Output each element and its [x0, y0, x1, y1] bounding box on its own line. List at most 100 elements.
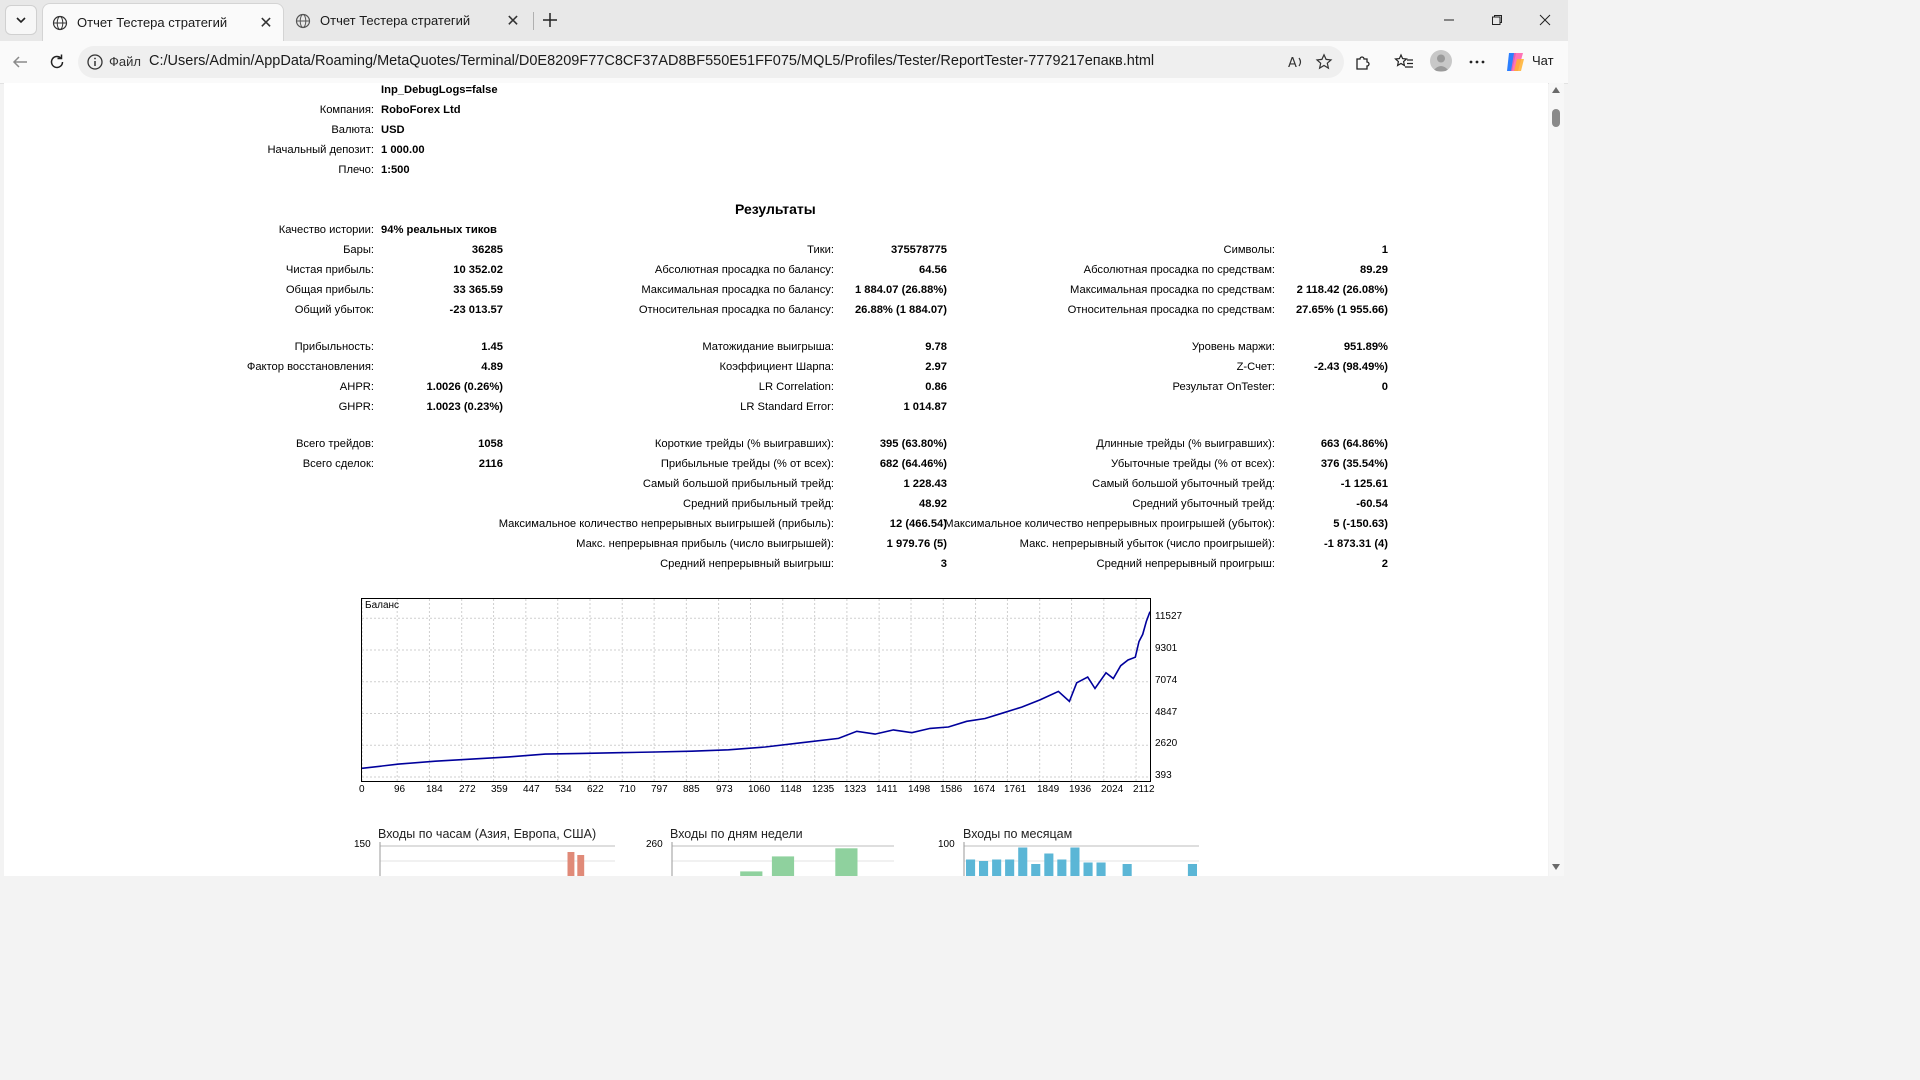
col3-value: -60.54 — [1356, 498, 1388, 510]
entry-bar — [577, 855, 585, 876]
balance-xtick-label: 96 — [394, 784, 406, 795]
weekdays-chart-ytick: 260 — [646, 839, 663, 850]
entry-bar — [979, 861, 989, 876]
favorites-icon — [1394, 53, 1413, 68]
copilot-chat-label[interactable]: Чат — [1532, 53, 1554, 68]
setting-value: RoboForex Ltd — [381, 104, 461, 116]
col3-label: Результат OnTester: — [1172, 381, 1275, 393]
col2-value: 1 014.87 — [903, 401, 947, 413]
close-icon[interactable]: ✕ — [506, 12, 520, 30]
balance-xtick-label: 1235 — [812, 784, 835, 795]
col3-value: 0 — [1381, 381, 1388, 393]
vertical-scrollbar[interactable] — [1549, 83, 1564, 876]
window-close-button[interactable] — [1530, 8, 1560, 32]
col1-value: -23 013.57 — [449, 304, 504, 316]
back-button[interactable] — [8, 50, 32, 74]
col2-value: 395 (63.80%) — [879, 438, 947, 450]
refresh-button[interactable] — [45, 50, 69, 74]
balance-xtick-label: 1060 — [748, 784, 771, 795]
minimize-button[interactable] — [1434, 8, 1464, 32]
col2-value: 12 (466.54) — [889, 518, 947, 530]
more-icon — [1469, 60, 1485, 64]
favorite-star-icon[interactable] — [1315, 53, 1333, 71]
col2-label: Максимальная просадка по балансу: — [641, 284, 834, 296]
col3-value: 663 (64.86%) — [1320, 438, 1388, 450]
balance-chart-plot — [362, 599, 1150, 781]
history-quality-value: 94% реальных тиков — [381, 224, 497, 236]
entry-bar — [567, 852, 575, 876]
extensions-button[interactable] — [1351, 50, 1375, 74]
col1-value: 36285 — [471, 244, 503, 256]
col3-label: Убыточные трейды (% от всех): — [1111, 458, 1275, 470]
close-icon[interactable]: ✕ — [259, 14, 273, 32]
globe-icon — [52, 15, 68, 30]
tab-separator — [533, 12, 534, 30]
col1-label: Общая прибыль: — [285, 284, 374, 296]
scroll-up-icon[interactable] — [1552, 87, 1560, 93]
col1-label: Чистая прибыль: — [285, 264, 374, 276]
entry-bar — [835, 848, 858, 876]
col3-value: 2 118.42 (26.08%) — [1296, 284, 1388, 296]
balance-ytick-label: 7074 — [1155, 675, 1178, 686]
more-button[interactable] — [1465, 50, 1489, 74]
page-viewport: Inp_DebugLogs=false Компания: RoboForex L… — [4, 83, 1548, 876]
scroll-thumb[interactable] — [1552, 109, 1560, 127]
back-arrow-icon — [12, 56, 27, 68]
address-bar[interactable]: Файл C:/Users/Admin/AppData/Roaming/Meta… — [78, 46, 1344, 78]
restore-button[interactable] — [1482, 8, 1512, 32]
balance-xtick-label: 797 — [651, 784, 668, 795]
entry-bar — [1122, 864, 1132, 876]
col1-value: 1058 — [478, 438, 503, 450]
col2-label: LR Standard Error: — [740, 401, 834, 413]
scroll-down-icon[interactable] — [1552, 864, 1560, 870]
col1-label: Всего сделок: — [302, 458, 374, 470]
tab-title: Отчет Тестера стратегий — [320, 13, 471, 28]
tab-list-button[interactable] — [5, 5, 37, 35]
read-aloud-icon[interactable]: A — [1287, 53, 1305, 71]
entry-bar — [1044, 853, 1054, 876]
balance-xtick-label: 184 — [426, 784, 443, 795]
col1-value: 2116 — [478, 458, 503, 470]
url-text[interactable]: C:/Users/Admin/AppData/Roaming/MetaQuote… — [149, 53, 1155, 69]
balance-xtick-label: 447 — [523, 784, 540, 795]
col2-label: Макс. непрерывная прибыль (число выигрыш… — [576, 538, 834, 550]
balance-xtick-label: 885 — [683, 784, 700, 795]
balance-xtick-label: 1849 — [1037, 784, 1060, 795]
tab-active[interactable]: Отчет Тестера стратегий ✕ — [42, 3, 284, 41]
col2-value: 26.88% (1 884.07) — [854, 304, 947, 316]
setting-label: Начальный депозит: — [267, 144, 374, 156]
col2-value: 2.97 — [925, 361, 947, 373]
col1-label: Бары: — [343, 244, 374, 256]
entry-bar — [992, 859, 1002, 876]
col3-label: Относительная просадка по средствам: — [1067, 304, 1275, 316]
favorites-button[interactable] — [1392, 50, 1416, 74]
col3-label: Абсолютная просадка по средствам: — [1083, 264, 1275, 276]
col2-label: Самый большой прибыльный трейд: — [642, 478, 834, 490]
copilot-icon[interactable] — [1503, 50, 1527, 74]
balance-xtick-label: 1323 — [844, 784, 867, 795]
months-chart-title: Входы по месяцам — [963, 827, 1073, 841]
col2-label: Абсолютная просадка по балансу: — [654, 264, 834, 276]
col2-label: Короткие трейды (% выигравших): — [654, 438, 834, 450]
col1-label: AHPR: — [339, 381, 374, 393]
entry-bar — [1083, 862, 1093, 876]
col3-label: Максимальная просадка по средствам: — [1070, 284, 1275, 296]
tab-inactive[interactable]: Отчет Тестера стратегий ✕ — [286, 3, 530, 38]
col2-value: 682 (64.46%) — [879, 458, 947, 470]
profile-icon[interactable] — [1430, 50, 1452, 72]
info-icon[interactable] — [86, 53, 104, 71]
balance-chart — [361, 598, 1151, 782]
col1-label: GHPR: — [338, 401, 374, 413]
svg-text:A: A — [1288, 56, 1297, 71]
setting-label: Валюта: — [331, 124, 374, 136]
tab-list-icon — [16, 17, 26, 24]
entry-bar — [1070, 847, 1080, 876]
col1-label: Общий убыток: — [294, 304, 374, 316]
entry-bar — [966, 859, 976, 876]
setting-value: USD — [381, 124, 405, 136]
balance-xtick-label: 710 — [619, 784, 636, 795]
window-close-icon — [1539, 14, 1551, 26]
new-tab-button[interactable] — [538, 8, 562, 32]
col1-value: 10 352.02 — [453, 264, 503, 276]
tab-title: Отчет Тестера стратегий — [77, 15, 228, 30]
